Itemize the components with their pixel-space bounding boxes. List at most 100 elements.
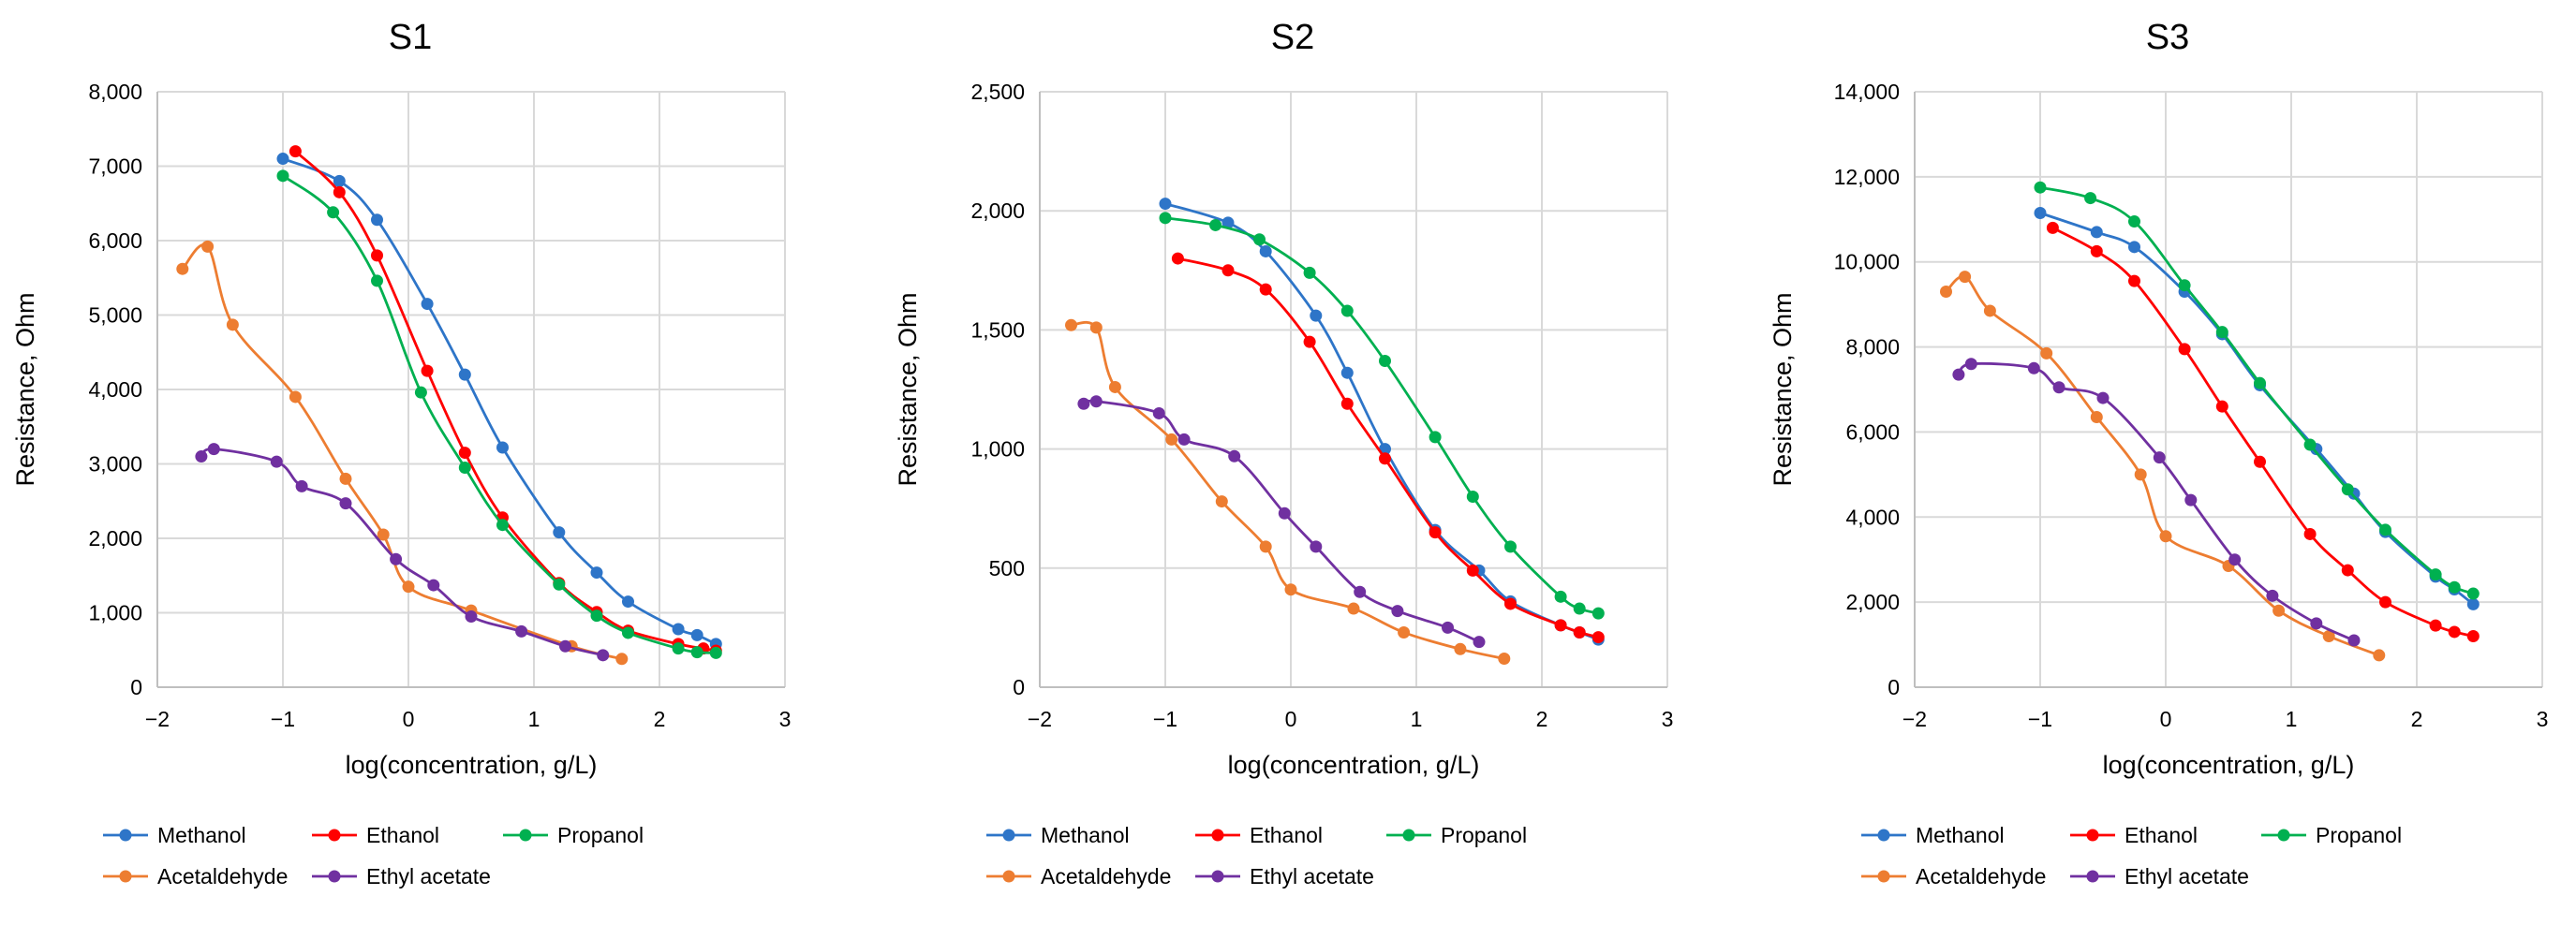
x-tick-label: 2 <box>2411 707 2423 731</box>
chart-title: S2 <box>1271 18 1314 57</box>
x-tick-label: −1 <box>271 707 295 731</box>
legend-label-ethanol: Ethanol <box>366 823 439 847</box>
data-point-ethanol <box>2046 221 2059 234</box>
data-point-acetaldehyde <box>2373 649 2386 662</box>
data-point-propanol <box>2128 215 2140 228</box>
data-point-acetaldehyde <box>2134 468 2147 481</box>
legend-swatch-marker-propanol <box>519 829 532 842</box>
data-point-acetaldehyde <box>1498 652 1511 665</box>
data-point-propanol <box>458 461 471 474</box>
data-point-methanol <box>276 153 289 166</box>
y-axis-label: Resistance, Ohm <box>1769 292 1797 486</box>
data-point-ethanol <box>1591 631 1605 644</box>
data-point-ethanol <box>1573 625 1586 639</box>
y-tick-label: 0 <box>1888 675 1900 699</box>
data-point-acetaldehyde <box>201 240 215 253</box>
x-tick-label: 0 <box>403 707 415 731</box>
legend-swatch-marker-acetaldehyde <box>1877 870 1890 883</box>
x-axis-label: log(concentration, g/L) <box>2103 751 2355 779</box>
data-point-acetaldehyde <box>1165 433 1178 446</box>
legend-label-ethyl-acetate: Ethyl acetate <box>2124 864 2249 888</box>
data-point-ethanol <box>1379 452 1391 465</box>
data-point-ethyl-acetate <box>1077 397 1090 410</box>
x-axis-label: log(concentration, g/L) <box>1228 751 1480 779</box>
data-point-ethyl-acetate <box>2310 617 2323 630</box>
legend-swatch-marker-methanol <box>1877 829 1890 842</box>
data-point-ethanol <box>2254 455 2266 468</box>
data-point-acetaldehyde <box>1454 642 1467 655</box>
data-point-propanol <box>1303 266 1316 279</box>
x-tick-label: −1 <box>2028 707 2052 731</box>
x-tick-label: 0 <box>2160 707 2172 731</box>
data-point-propanol <box>327 206 340 219</box>
y-tick-label: 3,000 <box>88 452 142 477</box>
data-point-propanol <box>590 609 603 623</box>
data-point-propanol <box>496 519 509 532</box>
data-point-ethanol <box>2128 274 2140 287</box>
y-tick-label: 0 <box>1013 675 1025 699</box>
legend-label-acetaldehyde: Acetaldehyde <box>157 864 288 888</box>
data-point-propanol <box>2303 438 2317 451</box>
data-point-methanol <box>2128 241 2140 254</box>
data-point-ethanol <box>2341 564 2354 577</box>
y-tick-label: 1,000 <box>970 437 1025 462</box>
data-point-ethyl-acetate <box>597 649 610 662</box>
data-point-methanol <box>2034 206 2047 219</box>
data-point-acetaldehyde <box>2273 604 2286 617</box>
data-point-ethyl-acetate <box>195 450 208 463</box>
data-point-methanol <box>421 298 434 311</box>
legend-label-ethyl-acetate: Ethyl acetate <box>1250 864 1374 888</box>
data-point-ethanol <box>2379 595 2391 609</box>
data-point-acetaldehyde <box>1259 540 1272 553</box>
y-tick-label: 6,000 <box>1845 419 1900 444</box>
data-point-ethanol <box>1429 526 1442 539</box>
data-point-methanol <box>458 368 471 381</box>
data-point-propanol <box>622 626 634 639</box>
data-point-ethyl-acetate <box>270 455 283 468</box>
data-point-methanol <box>1259 244 1272 257</box>
data-point-acetaldehyde <box>1108 380 1121 393</box>
y-tick-label: 8,000 <box>1845 335 1900 360</box>
legend-swatch-marker-acetaldehyde <box>1002 870 1015 883</box>
y-tick-label: 2,000 <box>970 198 1025 223</box>
x-tick-label: −1 <box>1153 707 1177 731</box>
data-point-propanol <box>709 646 722 659</box>
data-point-propanol <box>1591 607 1605 620</box>
data-point-acetaldehyde <box>1065 318 1077 331</box>
data-point-acetaldehyde <box>2322 629 2335 642</box>
data-point-propanol <box>2215 326 2228 339</box>
legend-label-propanol: Propanol <box>2316 823 2402 847</box>
data-point-methanol <box>672 623 685 636</box>
data-point-methanol <box>622 595 634 609</box>
data-point-ethanol <box>2090 244 2103 257</box>
data-point-ethanol <box>1466 564 1479 577</box>
data-point-ethanol <box>1504 597 1517 610</box>
chart-panel-s3: 0 2,000 4,000 6,000 8,000 10,000 12,000 14,000 −… <box>1769 18 2548 888</box>
y-tick-label: 8,000 <box>88 80 142 104</box>
y-tick-label: 7,000 <box>88 154 142 179</box>
y-tick-label: 2,500 <box>970 80 1025 104</box>
data-point-acetaldehyde <box>176 262 189 275</box>
data-point-methanol <box>1159 198 1172 211</box>
x-tick-label: 1 <box>528 707 540 731</box>
data-point-ethanol <box>2215 400 2228 413</box>
data-point-ethanol <box>421 364 434 377</box>
legend-swatch-marker-ethyl-acetate <box>1211 870 1224 883</box>
y-tick-label: 4,000 <box>88 377 142 402</box>
series-line-ethyl-acetate <box>1957 361 2355 642</box>
data-point-ethyl-acetate <box>1442 621 1454 634</box>
data-point-ethyl-acetate <box>1964 358 1977 371</box>
data-point-ethyl-acetate <box>1391 605 1404 618</box>
data-point-propanol <box>1209 218 1222 231</box>
data-point-ethanol <box>1554 619 1567 632</box>
x-tick-label: −2 <box>145 707 170 731</box>
data-point-ethanol <box>1340 397 1354 410</box>
data-point-ethyl-acetate <box>559 639 571 653</box>
data-point-acetaldehyde <box>1347 602 1360 615</box>
legend-swatch-marker-methanol <box>119 829 132 842</box>
legend-swatch-marker-ethanol <box>328 829 341 842</box>
x-tick-label: 2 <box>654 707 666 731</box>
data-point-ethanol <box>333 185 346 198</box>
data-point-ethyl-acetate <box>390 552 403 565</box>
